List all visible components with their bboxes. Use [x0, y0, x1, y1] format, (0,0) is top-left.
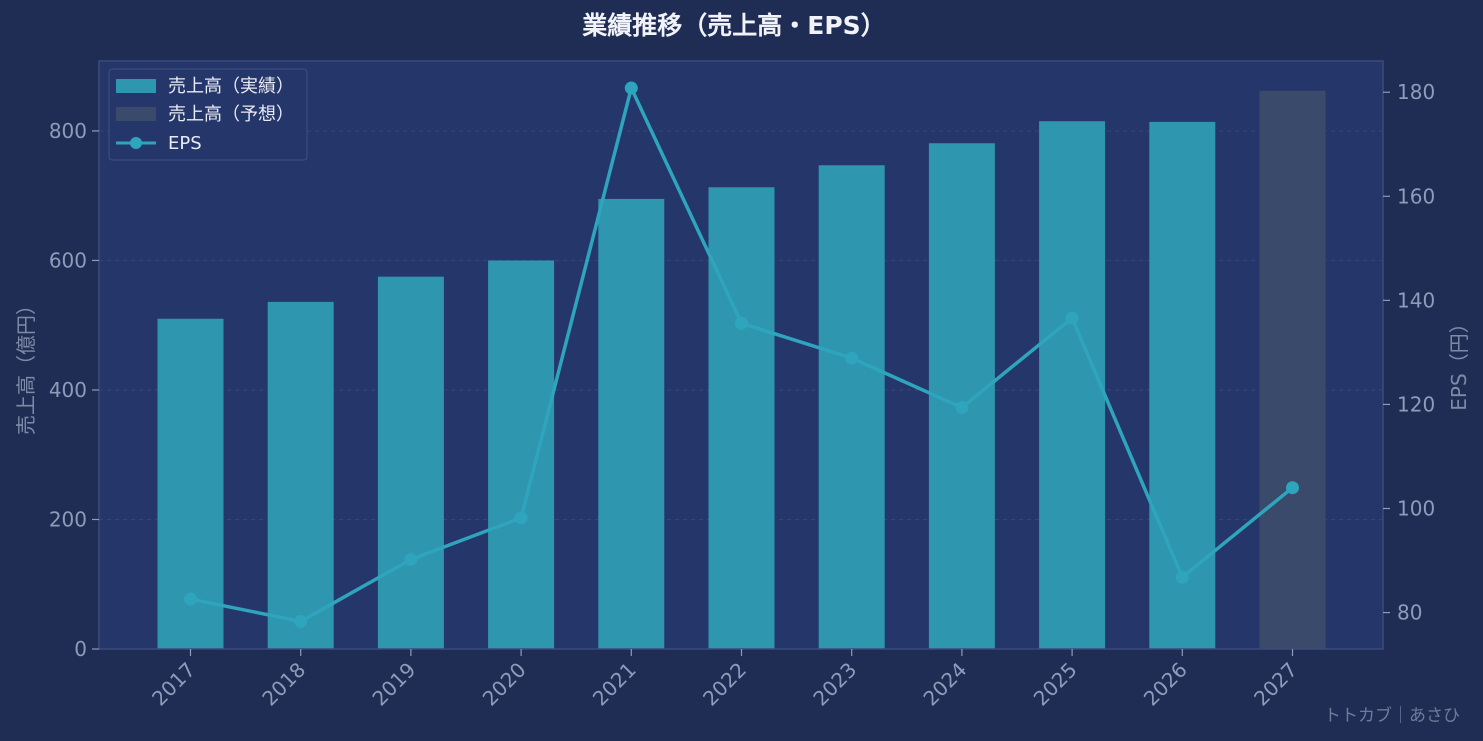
eps-point-2027 [1286, 481, 1299, 495]
x-tick-label: 2023 [808, 658, 861, 711]
eps-point-2020 [514, 511, 528, 525]
x-tick-label: 2024 [918, 658, 971, 711]
legend-box [108, 68, 308, 161]
eps-point-2025 [1065, 311, 1079, 325]
bar-2027 [1259, 90, 1326, 649]
chart-title: 業績推移（売上高・EPS） [582, 11, 885, 40]
right-tick-label: 180 [1397, 80, 1435, 104]
legend-label-eps: EPS [168, 133, 202, 154]
y2-axis-label: EPS（円） [1447, 313, 1471, 410]
eps-point-2018 [294, 614, 308, 628]
left-tick-label: 0 [74, 637, 87, 661]
x-tick-label: 2017 [147, 658, 200, 711]
eps-point-2022 [735, 316, 748, 330]
bar-2026 [1149, 121, 1216, 649]
legend-swatch-actual [116, 79, 156, 93]
x-tick-label: 2027 [1249, 658, 1302, 711]
eps-line [184, 81, 1299, 628]
y-axis-label: 売上高（億円） [14, 295, 38, 435]
x-tick-label: 2021 [588, 658, 641, 711]
left-tick-label: 200 [49, 507, 87, 531]
right-axis-ticks: 80 100 120 140 160 180 [1383, 80, 1435, 625]
bar-2021 [598, 198, 665, 650]
x-tick-label: 2025 [1029, 658, 1082, 711]
eps-point-2023 [845, 351, 859, 365]
right-tick-label: 140 [1397, 288, 1435, 312]
left-tick-label: 800 [49, 119, 87, 143]
bar-2023 [818, 165, 885, 649]
eps-point-2017 [184, 592, 197, 606]
x-tick-label: 2019 [367, 658, 420, 711]
bar-2020 [488, 260, 555, 649]
credit-text: トトカブ｜あさひ [1324, 705, 1460, 726]
eps-point-2019 [404, 552, 418, 566]
x-tick-label: 2018 [257, 658, 310, 711]
right-tick-label: 80 [1397, 601, 1422, 625]
right-tick-label: 160 [1397, 184, 1435, 208]
left-axis-ticks: 0 200 400 600 800 [49, 119, 99, 661]
left-tick-label: 600 [49, 248, 87, 272]
x-tick-label: 2026 [1139, 658, 1192, 711]
eps-point-2024 [955, 401, 969, 415]
x-tick-label: 2020 [478, 658, 531, 711]
eps-point-2026 [1175, 570, 1189, 584]
right-tick-label: 120 [1397, 392, 1435, 416]
legend-swatch-eps-marker [130, 137, 142, 149]
right-tick-label: 100 [1397, 497, 1435, 521]
bar-2022 [708, 187, 775, 649]
x-axis-ticks: 2017 2018 2019 2020 2021 2022 2023 2024 2025 2026… [147, 649, 1302, 711]
legend-label-forecast: 売上高（予想） [168, 104, 294, 125]
bar-2019 [377, 276, 444, 649]
legend-label-actual: 売上高（実績） [168, 76, 294, 97]
bar-2025 [1039, 121, 1106, 649]
left-tick-label: 400 [49, 378, 87, 402]
legend-swatch-forecast [116, 107, 156, 121]
legend: 売上高（実績） 売上高（予想） EPS [108, 68, 308, 161]
bars [157, 90, 1326, 650]
x-tick-label: 2022 [698, 658, 751, 711]
bar-2018 [267, 301, 334, 649]
eps-point-2021 [624, 81, 638, 95]
